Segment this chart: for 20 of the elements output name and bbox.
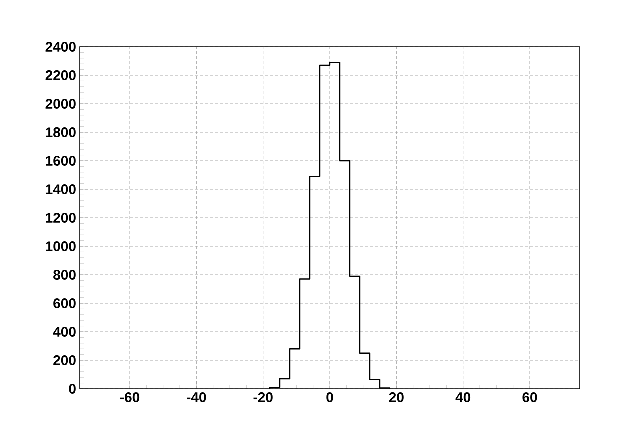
y-tick-label: 1800 xyxy=(46,128,76,138)
y-tick-label: 800 xyxy=(54,270,76,280)
y-tick-label: 0 xyxy=(69,384,76,394)
y-tick-label: 2200 xyxy=(46,70,76,80)
x-tick-label: 0 xyxy=(326,392,334,402)
x-tick-label: -40 xyxy=(187,392,206,402)
y-tick-label: 1400 xyxy=(46,184,76,194)
x-tick-label: 60 xyxy=(522,392,538,402)
y-tick-label: 600 xyxy=(54,298,76,308)
y-tick-label: 1600 xyxy=(46,156,76,166)
y-tick-label: 200 xyxy=(54,356,76,366)
x-tick-label: 40 xyxy=(456,392,471,402)
y-tick-label: 1200 xyxy=(46,213,76,223)
y-tick-label: 2000 xyxy=(46,99,76,109)
x-tick-label: -60 xyxy=(120,392,140,402)
y-tick-label: 1000 xyxy=(46,242,76,252)
x-tick-label: -20 xyxy=(254,392,273,402)
y-tick-label: 400 xyxy=(53,327,76,337)
y-tick-label: 2400 xyxy=(46,42,76,52)
x-tick-label: 20 xyxy=(389,392,404,402)
